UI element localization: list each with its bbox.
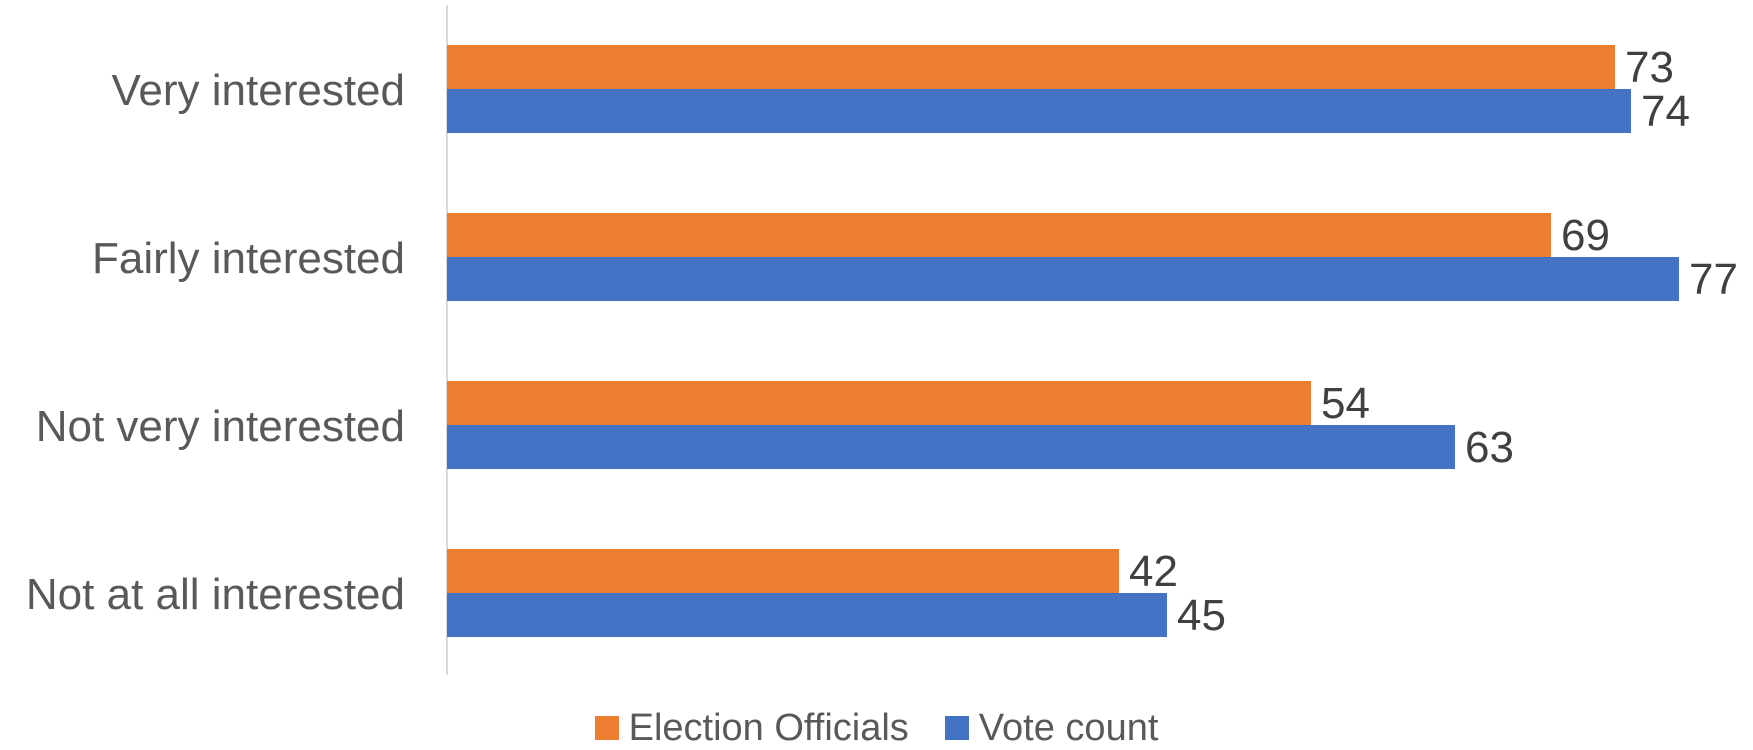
bar-vote-count-fairly-interested xyxy=(447,257,1679,301)
bar-election-officials-fairly-interested xyxy=(447,213,1551,257)
value-label-vote-count-very-interested: 74 xyxy=(1641,87,1690,136)
value-label-vote-count-fairly-interested: 77 xyxy=(1689,255,1738,304)
category-label-very-interested: Very interested xyxy=(112,66,406,115)
legend-label-election-officials: Election Officials xyxy=(628,706,909,749)
category-label-not-at-all-interested: Not at all interested xyxy=(26,570,405,619)
bars xyxy=(447,45,1679,637)
bar-election-officials-very-interested xyxy=(447,45,1615,89)
legend-item-election-officials: Election Officials xyxy=(594,706,909,750)
bar-vote-count-very-interested xyxy=(447,89,1631,133)
legend: Election Officials Vote count xyxy=(0,706,1753,750)
bar-election-officials-not-at-all-interested xyxy=(447,549,1119,593)
value-label-election-officials-not-at-all-interested: 42 xyxy=(1129,547,1178,596)
value-label-vote-count-not-at-all-interested: 45 xyxy=(1177,591,1226,640)
category-labels: Very interested Fairly interested Not very… xyxy=(26,66,405,619)
category-label-fairly-interested: Fairly interested xyxy=(92,234,405,283)
value-label-election-officials-not-very-interested: 54 xyxy=(1321,379,1370,428)
value-label-election-officials-very-interested: 73 xyxy=(1625,43,1674,92)
bar-vote-count-not-very-interested xyxy=(447,425,1455,469)
category-label-not-very-interested: Not very interested xyxy=(36,402,405,451)
bar-election-officials-not-very-interested xyxy=(447,381,1311,425)
value-label-election-officials-fairly-interested: 69 xyxy=(1561,211,1610,260)
value-label-vote-count-not-very-interested: 63 xyxy=(1465,423,1514,472)
legend-label-vote-count: Vote count xyxy=(978,706,1159,749)
legend-swatch-election-officials xyxy=(594,716,619,740)
bar-vote-count-not-at-all-interested xyxy=(447,593,1167,637)
legend-swatch-vote-count xyxy=(944,716,969,740)
legend-item-vote-count: Vote count xyxy=(944,706,1159,750)
